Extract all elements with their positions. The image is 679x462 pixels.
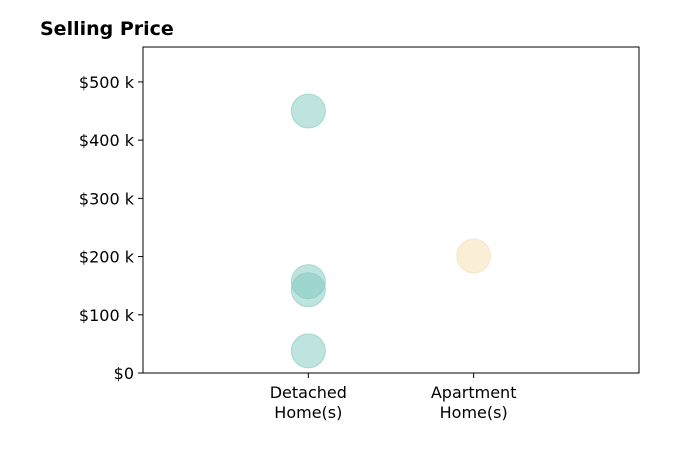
y-tick-label: $100 k bbox=[79, 306, 135, 325]
detached-home-point bbox=[290, 333, 326, 369]
y-tick-label: $200 k bbox=[79, 248, 135, 267]
chart-title: Selling Price bbox=[40, 18, 174, 40]
y-tick-label: $300 k bbox=[79, 189, 135, 208]
detached-home-point bbox=[290, 93, 326, 129]
y-tick-label: $0 bbox=[114, 364, 134, 383]
data-points bbox=[290, 93, 492, 369]
x-tick-label: Apartment Home(s) bbox=[431, 383, 517, 422]
x-axis: Detached Home(s) Apartment Home(s) bbox=[270, 373, 517, 422]
apartment-home-point bbox=[456, 238, 492, 274]
y-axis: $0 $100 k $200 k $300 k $400 k $500 k bbox=[79, 73, 143, 383]
y-tick-label: $400 k bbox=[79, 131, 135, 150]
x-tick-label: Detached Home(s) bbox=[270, 383, 347, 422]
y-tick-label: $500 k bbox=[79, 73, 135, 92]
detached-home-point bbox=[290, 272, 326, 308]
plot-area-frame bbox=[142, 46, 640, 374]
